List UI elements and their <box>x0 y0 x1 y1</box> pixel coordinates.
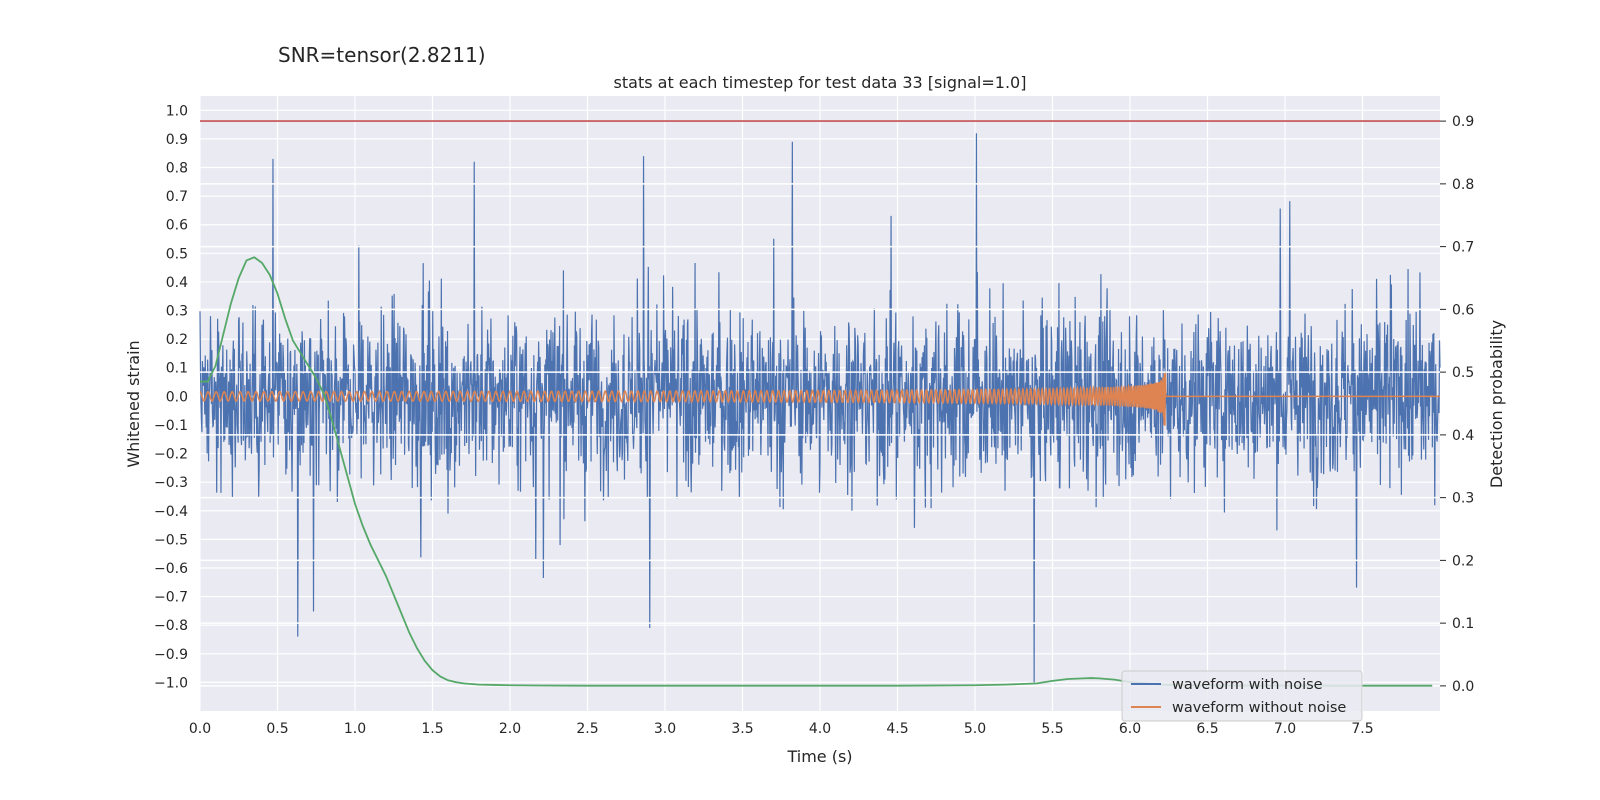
y-tick-label-left: −0.6 <box>154 561 188 577</box>
y-axis-label-right: Detection probability <box>1487 320 1506 488</box>
y-tick-label-left: 0.8 <box>166 161 188 177</box>
y-tick-label-left: 0.7 <box>166 189 188 205</box>
probability-line <box>200 256 1433 687</box>
noise-waveform-line <box>199 133 1441 683</box>
series-waveform-with-noise <box>199 133 1441 683</box>
y-tick-label-right: 0.2 <box>1452 553 1474 569</box>
x-tick-label: 6.0 <box>1119 721 1141 737</box>
x-tick-label: 7.5 <box>1351 721 1373 737</box>
legend-box <box>1121 670 1363 722</box>
x-tick-label: 3.5 <box>731 721 753 737</box>
legend-label-clean: waveform without noise <box>1172 700 1346 716</box>
y-tick-label-left: −0.2 <box>154 447 188 463</box>
y-tick-label-left: 0.5 <box>166 246 188 262</box>
y-tick-label-left: −0.7 <box>154 590 188 606</box>
y-tick-label-left: −0.9 <box>154 647 188 663</box>
x-tick-label: 0.5 <box>266 721 288 737</box>
x-tick-label: 3.0 <box>654 721 676 737</box>
y-tick-label-right: 0.5 <box>1452 365 1474 381</box>
x-tick-label: 6.5 <box>1196 721 1218 737</box>
y-tick-label-right: 0.4 <box>1452 428 1474 444</box>
y-tick-label-left: −0.5 <box>154 532 188 548</box>
y-tick-label-right: 0.1 <box>1452 616 1474 632</box>
x-tick-label: 5.0 <box>964 721 986 737</box>
y-tick-label-left: −0.3 <box>154 475 188 491</box>
y-tick-label-left: 0.1 <box>166 361 188 377</box>
y-tick-label-left: 0.4 <box>166 275 188 291</box>
y-tick-label-left: −1.0 <box>154 675 188 691</box>
clean-waveform-line <box>199 372 1440 426</box>
x-tick-label: 1.0 <box>344 721 366 737</box>
x-tick-label: 0.0 <box>189 721 211 737</box>
y-tick-label-left: 0.0 <box>166 389 188 405</box>
y-tick-label-right: 0.9 <box>1452 114 1474 130</box>
y-tick-label-left: 0.6 <box>166 218 188 234</box>
legend-label-noise: waveform with noise <box>1172 677 1323 693</box>
y-tick-label-right: 0.0 <box>1452 679 1474 695</box>
x-tick-label: 4.5 <box>886 721 908 737</box>
y-tick-label-left: 0.3 <box>166 304 188 320</box>
y-tick-label-left: 0.9 <box>166 132 188 148</box>
series-waveform-without-noise <box>199 372 1440 426</box>
y-tick-label-left: −0.4 <box>154 504 188 520</box>
legend: waveform with noise waveform without noi… <box>1121 670 1363 722</box>
x-tick-label: 2.5 <box>576 721 598 737</box>
y-tick-label-right: 0.6 <box>1452 302 1474 318</box>
suptitle: SNR=tensor(2.8211) <box>278 43 486 67</box>
axes: 0.0 0.5 1.0 1.5 2.0 2.5 3.0 3.5 4.0 4.5 5.0 5.5 6.0 6… <box>154 103 1474 737</box>
x-tick-label: 7.0 <box>1274 721 1296 737</box>
y-tick-label-left: −0.1 <box>154 418 188 434</box>
x-tick-label: 2.0 <box>499 721 521 737</box>
y-tick-label-left: 0.2 <box>166 332 188 348</box>
series-detection-probability <box>200 256 1433 687</box>
y-tick-label-right: 0.7 <box>1452 240 1474 256</box>
x-tick-label: 5.5 <box>1041 721 1063 737</box>
x-tick-label: 4.0 <box>809 721 831 737</box>
x-axis-label: Time (s) <box>786 747 852 766</box>
y-tick-label-right: 0.8 <box>1452 177 1474 193</box>
y-tick-label-left: −0.8 <box>154 618 188 634</box>
y-tick-label-right: 0.3 <box>1452 491 1474 507</box>
x-tick-label: 1.5 <box>421 721 443 737</box>
chart-title: stats at each timestep for test data 33 … <box>614 73 1027 92</box>
y-axis-label-left: Whitened strain <box>124 340 143 467</box>
y-tick-label-left: 1.0 <box>166 103 188 119</box>
